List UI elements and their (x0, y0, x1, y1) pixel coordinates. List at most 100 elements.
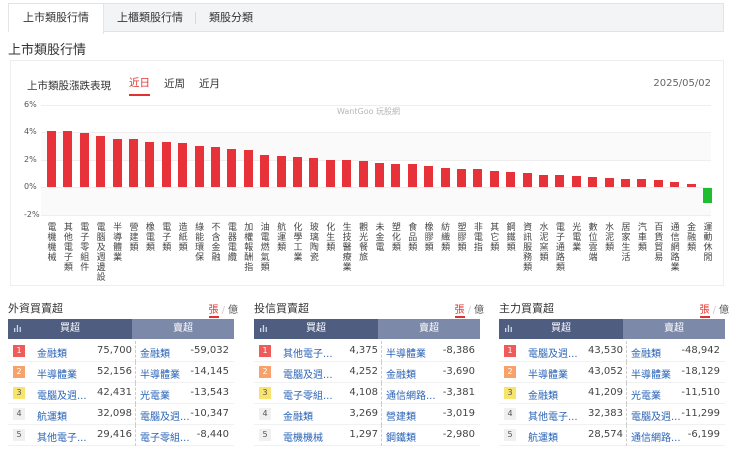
bar-半導體業[interactable] (112, 138, 122, 187)
bar-水泥類[interactable] (604, 178, 614, 187)
sell-category-link[interactable]: 金融類 (140, 349, 170, 360)
sell-category-link[interactable]: 半導體業 (140, 370, 180, 381)
sell-category-link[interactable]: 金融類 (386, 370, 416, 381)
buy-category-link[interactable]: 電腦及週... (37, 391, 87, 402)
bar-光電業[interactable] (571, 176, 581, 187)
period-tab-week[interactable]: 近周 (164, 78, 185, 90)
bar-汽車類[interactable] (637, 179, 647, 187)
bar-百貨貿易[interactable] (653, 180, 663, 187)
period-tab-day[interactable]: 近日 (129, 75, 150, 96)
sell-category-link[interactable]: 通信網路... (631, 433, 681, 444)
bar-電腦及週邊設[interactable] (96, 136, 106, 187)
tab-category-classification[interactable]: 類股分類 (209, 11, 253, 24)
unit-billion-button[interactable]: 億 (474, 305, 484, 316)
bar-綠能環保[interactable] (194, 146, 204, 187)
bar-食品類[interactable] (407, 164, 417, 187)
buy-value: 32,383 (588, 408, 623, 419)
bar-橡電類[interactable] (145, 141, 155, 187)
unit-toggle: 張 / 億 (699, 301, 729, 318)
buy-category-link[interactable]: 其他電子... (283, 349, 333, 360)
bar-橡膠類[interactable] (424, 165, 434, 187)
buy-value: 43,052 (588, 366, 623, 377)
buy-category-link[interactable]: 其他電子... (528, 412, 578, 423)
buy-category-link[interactable]: 電腦及週... (283, 370, 333, 381)
bar-電子零組件[interactable] (79, 133, 89, 187)
buy-category-link[interactable]: 航運類 (528, 433, 558, 444)
bar-化生類[interactable] (325, 159, 335, 187)
table-header: 買超 賣超 (254, 319, 480, 339)
bar-金融類[interactable] (686, 183, 696, 187)
sell-category-link[interactable]: 光電業 (631, 391, 661, 402)
bar-電子通路類[interactable] (555, 175, 565, 187)
unit-lots-button[interactable]: 張 (454, 305, 465, 318)
unit-billion-button[interactable]: 億 (228, 305, 238, 316)
x-axis-label: 油電燃氣類 (260, 222, 270, 273)
bar-水泥窯類[interactable] (539, 175, 548, 187)
bar-鋼鐵類[interactable] (506, 171, 516, 187)
bar-塑化類[interactable] (391, 163, 401, 187)
bar-航運類[interactable] (276, 156, 286, 187)
bar-化學工業[interactable] (293, 156, 302, 187)
buy-category-link[interactable]: 電腦及週... (528, 349, 578, 360)
buy-category-link[interactable]: 金融類 (528, 391, 558, 402)
bar-其他電子類[interactable] (63, 131, 73, 187)
buy-category-link[interactable]: 航運類 (37, 412, 67, 423)
bar-數位雲端[interactable] (588, 176, 598, 187)
bar-電器電纜[interactable] (227, 148, 237, 187)
sell-category-link[interactable]: 電腦及週... (140, 412, 190, 423)
y-axis-tick: 2% (24, 154, 37, 164)
unit-billion-button[interactable]: 億 (719, 305, 729, 316)
bar-電子類[interactable] (161, 141, 171, 187)
sell-category-link[interactable]: 鋼鐵類 (386, 433, 416, 444)
bar-加權報酬指[interactable] (243, 149, 253, 187)
sell-category-link[interactable]: 半導體業 (386, 349, 426, 360)
x-axis-label: 水泥窯類 (539, 222, 549, 263)
bar-資訊服務類[interactable] (522, 172, 532, 187)
sell-category-link[interactable]: 金融類 (631, 349, 661, 360)
buy-category-link[interactable]: 半導體業 (37, 370, 77, 381)
buy-category-link[interactable]: 金融類 (37, 349, 67, 360)
rank-badge: 2 (259, 366, 271, 378)
bar-玻璃陶瓷[interactable] (309, 158, 319, 187)
sell-category-link[interactable]: 營建類 (386, 412, 416, 423)
unit-toggle: 張 / 億 (208, 301, 238, 318)
sell-category-link[interactable]: 光電業 (140, 391, 170, 402)
bar-油電燃氣類[interactable] (260, 155, 270, 187)
sell-category-link[interactable]: 通信網路... (386, 391, 436, 402)
buy-category-link[interactable]: 金融類 (283, 412, 313, 423)
bar-營建類[interactable] (129, 138, 138, 187)
bar-未金電[interactable] (375, 162, 384, 187)
buy-category-link[interactable]: 其他電子... (37, 433, 87, 444)
period-tab-month[interactable]: 近月 (199, 78, 220, 90)
buy-category-link[interactable]: 半導體業 (528, 370, 568, 381)
bar-紡織類[interactable] (440, 168, 450, 187)
x-axis-label: 電子零組件 (80, 222, 90, 273)
bar-通信網路業[interactable] (670, 181, 680, 187)
chart-band (41, 132, 711, 160)
buy-category-link[interactable]: 電機機械 (283, 433, 323, 444)
bar-運動休閒[interactable] (703, 188, 712, 204)
bar-非電指[interactable] (473, 169, 483, 187)
bar-塑膠類[interactable] (457, 169, 466, 187)
tab-listed-categories[interactable]: 上市類股行情 (9, 4, 104, 34)
unit-lots-button[interactable]: 張 (699, 305, 710, 318)
bar-電機機械[interactable] (47, 130, 56, 187)
sell-category-link[interactable]: 半導體業 (631, 370, 671, 381)
bar-其它類[interactable] (489, 170, 499, 187)
bar-居家生活[interactable] (621, 178, 630, 187)
sell-value: -18,129 (681, 366, 720, 377)
buy-category-link[interactable]: 電子零組... (283, 391, 333, 402)
x-axis-label: 塑膠類 (457, 222, 467, 253)
chart-title: 上市類股漲跌表現 (27, 80, 111, 92)
bar-造紙類[interactable] (178, 143, 188, 187)
unit-lots-button[interactable]: 張 (208, 305, 219, 318)
bar-不含金融[interactable] (211, 147, 220, 187)
column-divider (381, 383, 382, 404)
bar-觀光餐旅[interactable] (358, 160, 368, 187)
sell-category-link[interactable]: 電子零組... (140, 433, 190, 444)
buy-value: 3,269 (349, 408, 378, 419)
sell-category-link[interactable]: 電腦及週... (631, 412, 681, 423)
bar-生技醫療業[interactable] (342, 160, 352, 187)
tab-otc-categories[interactable]: 上櫃類股行情 (104, 4, 196, 31)
column-divider (381, 425, 382, 446)
